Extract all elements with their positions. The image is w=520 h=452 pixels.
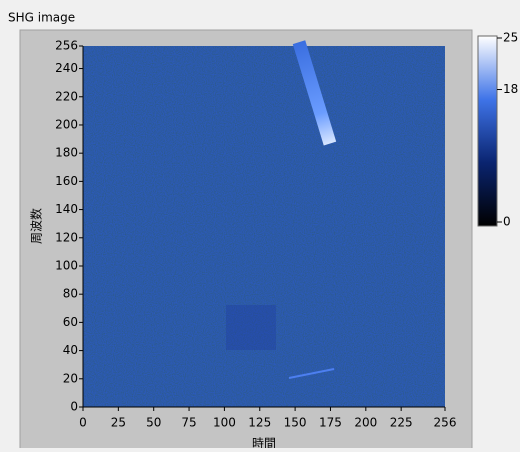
image-feature	[226, 305, 276, 350]
y-tick-label: 140	[55, 202, 78, 216]
x-tick-label: 125	[248, 416, 271, 430]
y-tick-label: 40	[63, 343, 78, 357]
y-tick-label: 240	[55, 61, 78, 75]
x-tick-label: 50	[146, 416, 161, 430]
x-tick-label: 150	[284, 416, 307, 430]
x-tick-label: 200	[354, 416, 377, 430]
chart-title: SHG image	[8, 11, 75, 25]
x-tick-label: 100	[213, 416, 236, 430]
colorbar-tick-label: 18	[503, 82, 518, 96]
y-tick-label: 0	[70, 400, 78, 414]
x-tick-label: 25	[111, 416, 126, 430]
y-tick-label: 80	[63, 287, 78, 301]
x-tick-label: 75	[181, 416, 196, 430]
y-tick-label: 200	[55, 117, 78, 131]
x-axis-label: 時間	[252, 437, 276, 449]
y-tick-label: 20	[63, 371, 78, 385]
colorbar-tick-label: 25	[503, 31, 518, 45]
y-tick-label: 220	[55, 89, 78, 103]
y-tick-label: 120	[55, 230, 78, 244]
y-tick-label: 100	[55, 258, 78, 272]
x-tick-label: 256	[434, 416, 457, 430]
x-tick-label: 175	[319, 416, 342, 430]
image-noise	[83, 46, 445, 407]
y-tick-label: 256	[55, 39, 78, 53]
colorbar-tick-label: 0	[503, 215, 511, 229]
y-tick-label: 180	[55, 146, 78, 160]
page: {"chart_data": {"type": "heatmap", "titl…	[0, 0, 520, 448]
x-tick-label: 0	[79, 416, 87, 430]
chart: SHG image 周波数 時間 02550751001251501752002…	[0, 0, 520, 448]
y-tick-label: 160	[55, 174, 78, 188]
y-axis-label: 周波数	[29, 208, 44, 244]
x-tick-label: 225	[390, 416, 413, 430]
colorbar	[478, 36, 497, 226]
y-tick-label: 60	[63, 315, 78, 329]
